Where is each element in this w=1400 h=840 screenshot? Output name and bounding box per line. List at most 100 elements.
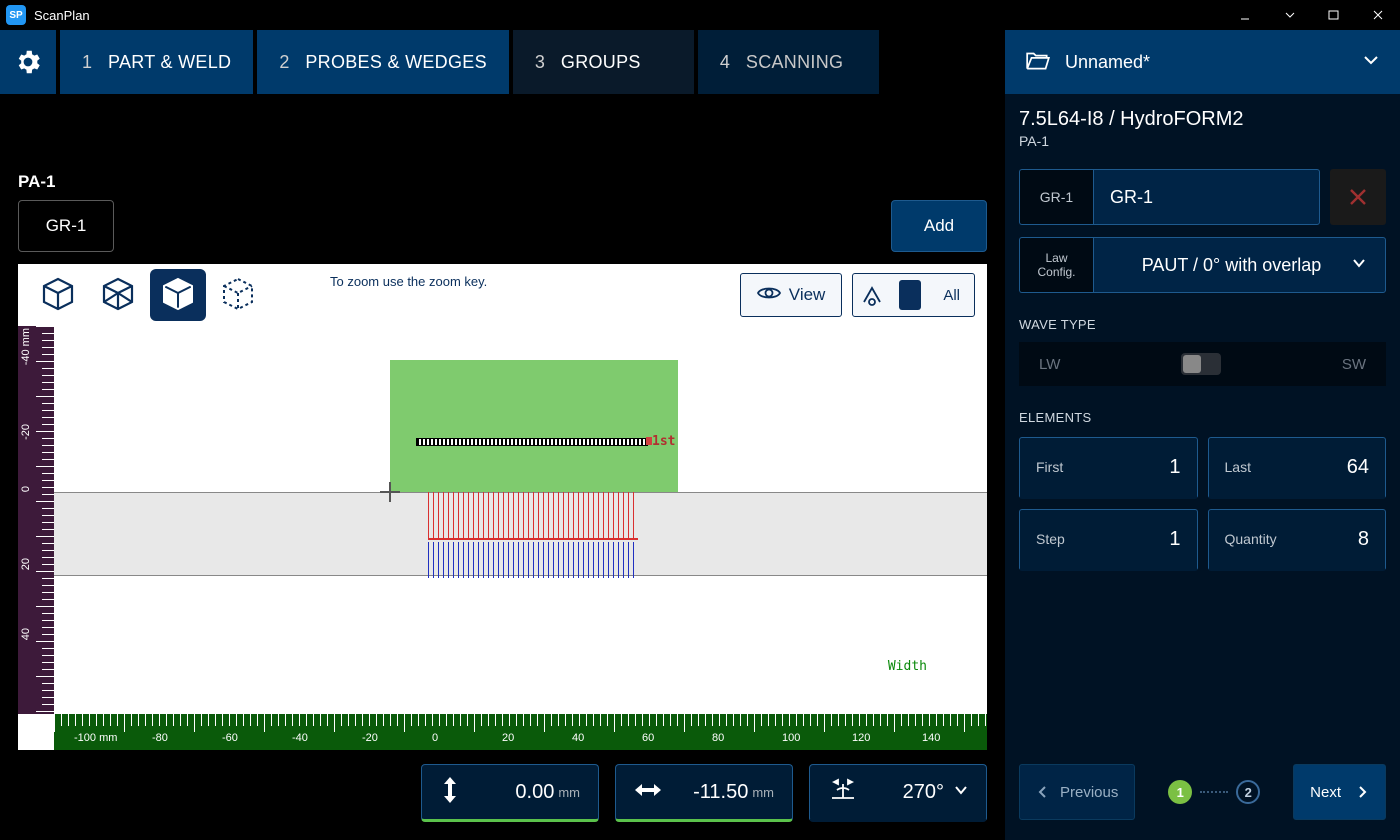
app-title: ScanPlan [34, 8, 1224, 23]
page-dot-current[interactable]: 1 [1168, 780, 1192, 804]
plot-area[interactable]: -40 mm-2002040 1st Width -100 mm-80-60-4… [18, 326, 987, 750]
wave-type-toggle[interactable] [1181, 353, 1221, 375]
field-value: 1 [1169, 456, 1180, 479]
x-tick-label: -20 [362, 732, 378, 744]
x-tick-label: -100 mm [74, 732, 117, 744]
step-element-field[interactable]: Step 1 [1019, 509, 1198, 571]
x-tick-label: -60 [222, 732, 238, 744]
x-tick-label: 80 [712, 732, 724, 744]
x-tick-label: 120 [852, 732, 870, 744]
close-button[interactable] [1356, 0, 1400, 30]
tab-groups[interactable]: 3 GROUPS [513, 30, 698, 94]
law-config-value: PAUT / 0° with overlap [1112, 255, 1351, 276]
y-tick-label: 20 [20, 558, 32, 570]
x-tick-label: 40 [572, 732, 584, 744]
triangle-icon [853, 284, 891, 306]
canvas-area: To zoom use the zoom key. View All [18, 264, 987, 750]
rect-icon [891, 280, 929, 310]
quantity-element-field[interactable]: Quantity 8 [1208, 509, 1387, 571]
wave-sw-label: SW [1342, 356, 1366, 373]
first-element-field[interactable]: First 1 [1019, 437, 1198, 499]
page-dot-2[interactable]: 2 [1236, 780, 1260, 804]
scene: 1st Width [54, 326, 987, 714]
horizontal-offset-field[interactable]: -11.50 mm [615, 764, 793, 822]
dropdown-button[interactable] [1268, 0, 1312, 30]
wave-lw-label: LW [1039, 356, 1060, 373]
maximize-button[interactable] [1312, 0, 1356, 30]
origin-cross-icon [380, 482, 400, 502]
chevron-right-icon [1355, 785, 1369, 799]
close-icon [1348, 187, 1368, 207]
x-tick-label: 20 [502, 732, 514, 744]
next-label: Next [1310, 784, 1341, 801]
view-mode-segment[interactable]: All [852, 273, 975, 317]
settings-button[interactable] [0, 30, 60, 94]
view-button[interactable]: View [740, 273, 843, 317]
elements-section-label: ELEMENTS [1019, 410, 1386, 425]
chevron-left-icon [1036, 785, 1050, 799]
y-ruler: -40 mm-2002040 [18, 326, 54, 714]
x-tick-label: -80 [152, 732, 168, 744]
panel-subtitle: PA-1 [1019, 133, 1386, 149]
field-value: 8 [1358, 528, 1369, 551]
field-value: 1 [1169, 528, 1180, 551]
tab-label: SCANNING [746, 52, 843, 73]
vertical-offset-unit: mm [558, 785, 580, 800]
group-name-input[interactable]: GR-1 [1093, 169, 1320, 225]
panel-pager: Previous 1 2 Next [1019, 756, 1386, 828]
tab-number: 3 [535, 52, 561, 73]
field-label: Last [1225, 459, 1347, 475]
field-label: Step [1036, 531, 1169, 547]
law-config-select[interactable]: PAUT / 0° with overlap [1093, 237, 1386, 293]
vertical-arrows-icon [440, 776, 460, 809]
group-tag: GR-1 [1019, 169, 1093, 225]
tab-probes-wedges[interactable]: 2 PROBES & WEDGES [257, 30, 513, 94]
field-label: Quantity [1225, 531, 1358, 547]
zoom-hint: To zoom use the zoom key. [330, 274, 740, 289]
title-bar: SP ScanPlan [0, 0, 1400, 30]
x-tick-label: 0 [432, 732, 438, 744]
probe-array-label: PA-1 [18, 172, 55, 192]
chevron-down-icon [1351, 255, 1367, 276]
previous-button[interactable]: Previous [1019, 764, 1135, 820]
angle-icon [828, 778, 858, 807]
blue-beams [428, 542, 638, 578]
file-bar[interactable]: Unnamed* [1005, 30, 1400, 94]
x-tick-label: 60 [642, 732, 654, 744]
chevron-down-icon [954, 783, 968, 802]
side-panel: 7.5L64-I8 / HydroFORM2 PA-1 GR-1 GR-1 La… [1005, 94, 1400, 840]
tab-number: 4 [720, 52, 746, 73]
next-button[interactable]: Next [1293, 764, 1386, 820]
field-label: First [1036, 459, 1169, 475]
last-element-field[interactable]: Last 64 [1208, 437, 1387, 499]
y-tick-label: 0 [20, 486, 32, 492]
x-tick-label: 140 [922, 732, 940, 744]
wave-type-section-label: WAVE TYPE [1019, 317, 1386, 332]
view-3d-dashed-button[interactable] [210, 269, 266, 321]
panel-title: 7.5L64-I8 / HydroFORM2 [1019, 108, 1386, 131]
previous-label: Previous [1060, 784, 1118, 801]
position-controls: 0.00 mm -11.50 mm 270° [18, 764, 987, 822]
chevron-down-icon [1362, 51, 1380, 74]
view-3d-outline-button[interactable] [30, 269, 86, 321]
delete-group-button[interactable] [1330, 169, 1386, 225]
tab-label: GROUPS [561, 52, 641, 73]
minimize-button[interactable] [1224, 0, 1268, 30]
vertical-offset-field[interactable]: 0.00 mm [421, 764, 599, 822]
folder-open-icon [1025, 49, 1051, 76]
first-element-label: 1st [652, 434, 675, 449]
tab-label: PROBES & WEDGES [305, 52, 487, 73]
horizontal-arrows-icon [634, 780, 662, 805]
tab-scanning[interactable]: 4 SCANNING [698, 30, 883, 94]
red-beams [428, 492, 638, 540]
view-3d-wire-button[interactable] [90, 269, 146, 321]
width-axis-label: Width [888, 659, 927, 674]
view-3d-solid-button[interactable] [150, 269, 206, 321]
angle-field[interactable]: 270° [809, 764, 987, 822]
add-group-button[interactable]: Add [891, 200, 987, 252]
group-button[interactable]: GR-1 [18, 200, 114, 252]
eye-icon [757, 285, 789, 306]
x-tick-label: -40 [292, 732, 308, 744]
file-name: Unnamed* [1065, 52, 1362, 73]
tab-part-weld[interactable]: 1 PART & WELD [60, 30, 257, 94]
